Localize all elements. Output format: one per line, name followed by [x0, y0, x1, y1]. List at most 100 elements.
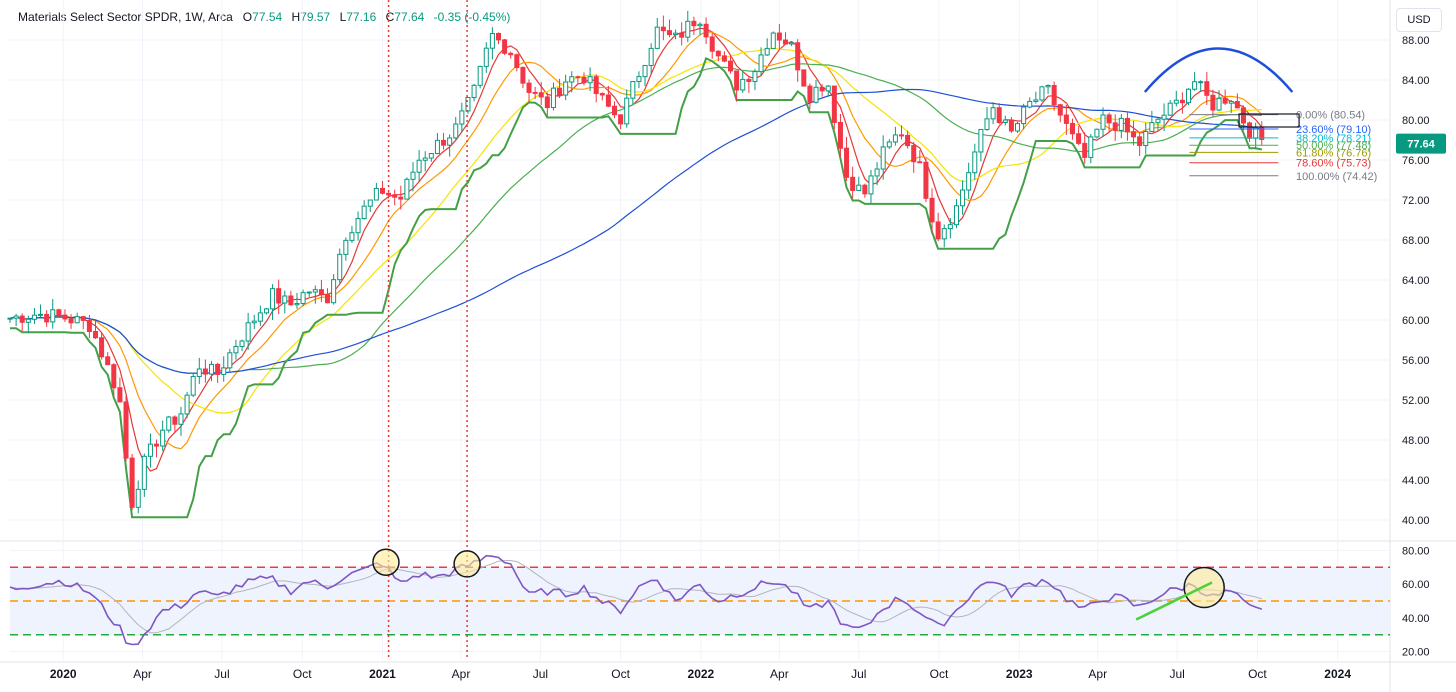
last-price-label: 77.64 [1407, 139, 1435, 151]
candle-body [581, 76, 587, 84]
chart-legend: Materials Select Sector SPDR, 1W, Arca O… [18, 10, 511, 24]
candle-body [1124, 117, 1130, 133]
candle-body [50, 309, 56, 323]
candle-body [1069, 122, 1075, 135]
time-tick-label: Jul [214, 667, 229, 681]
time-tick-label: Apr [452, 667, 471, 681]
candle-body [624, 97, 630, 125]
candle-body [208, 363, 215, 375]
candle-body [520, 67, 526, 84]
last-price-tag [1396, 133, 1446, 154]
change-value: -0.35 (-0.45%) [433, 10, 511, 24]
candle-body [642, 64, 648, 78]
candle-body [489, 32, 495, 49]
open-value: 77.54 [252, 10, 283, 24]
candle-body [202, 368, 208, 375]
candle-body [1088, 136, 1094, 158]
rsi-tick-label: 20.00 [1402, 647, 1430, 659]
candle-body [306, 291, 312, 294]
candle-body [294, 303, 300, 306]
candle-body [147, 443, 153, 457]
candle-body [1045, 84, 1051, 88]
candle-body [1002, 119, 1008, 124]
candle-body [38, 313, 44, 316]
candle-body [587, 76, 593, 84]
candle-body [276, 288, 282, 304]
candle-body [599, 93, 605, 96]
candle-body [86, 319, 92, 333]
candle-body [465, 97, 471, 112]
candle-body [880, 146, 886, 170]
candle-body [1161, 114, 1167, 120]
candle-body [898, 134, 905, 137]
candle-body [1112, 122, 1118, 131]
symbol-name: Materials Select Sector SPDR [18, 10, 179, 24]
candle-body [575, 76, 581, 79]
candle-body [459, 110, 465, 125]
support-band-line [10, 57, 1262, 519]
candle-body [166, 416, 172, 431]
candle-body [447, 137, 453, 146]
candle-body [532, 91, 538, 94]
candle-body [1021, 106, 1027, 125]
candle-body [1198, 81, 1204, 84]
candle-body [62, 314, 68, 320]
candle-body [1167, 102, 1173, 116]
price-tick-label: 44.00 [1402, 475, 1430, 487]
price-tick-label: 76.00 [1402, 155, 1430, 167]
candle-body [563, 81, 569, 96]
high-label: H [291, 10, 301, 24]
candle-body [966, 172, 972, 191]
candle-body [905, 134, 911, 147]
close-value: 77.64 [394, 10, 425, 24]
low-label: L [339, 10, 347, 24]
currency-button[interactable]: USD [1396, 8, 1442, 32]
candle-body [1100, 114, 1106, 130]
candle-body [190, 376, 196, 396]
candle-body [1039, 86, 1045, 101]
candle-body [441, 139, 447, 146]
candle-body [154, 443, 160, 447]
candle-body [13, 315, 19, 319]
low-value: 77.16 [346, 10, 377, 24]
candle-body [917, 161, 923, 164]
candle-body [874, 168, 880, 177]
time-tick-label: 2022 [688, 667, 715, 681]
candle-body [318, 289, 324, 296]
candle-body [477, 65, 483, 86]
time-tick-label: 2020 [50, 667, 77, 681]
candle-body [953, 205, 959, 226]
candle-body [935, 221, 941, 240]
candle-body [44, 313, 50, 323]
candle-body [1210, 94, 1216, 111]
candle-body [172, 416, 178, 425]
candle-body [1063, 114, 1069, 124]
rsi-pane [9, 548, 1263, 646]
candle-body [819, 86, 825, 92]
time-tick-label: 2021 [369, 667, 396, 681]
candle-body [312, 289, 318, 293]
time-tick-label: Oct [1248, 667, 1267, 681]
fib-level-label: 0.00% (80.54) [1296, 110, 1365, 122]
rsi-trendline [1135, 581, 1213, 621]
rsi-tick-label: 60.00 [1402, 579, 1430, 591]
close-label: C [385, 10, 395, 24]
candle-body [557, 87, 563, 96]
candle-body [123, 401, 129, 459]
rsi-tick-label: 80.00 [1402, 545, 1430, 557]
candle-body [734, 70, 740, 91]
candle-body [495, 32, 502, 41]
candle-body [92, 331, 98, 339]
moving-averages [9, 27, 1263, 519]
candle-body [355, 218, 361, 234]
candle-body [325, 294, 331, 304]
candle-body [282, 295, 288, 304]
candle-body [428, 152, 434, 159]
candle-body [685, 20, 691, 38]
candle-body [990, 107, 996, 120]
candle-body [251, 320, 257, 324]
highlight-circle [372, 548, 400, 576]
rounding-top-arc [1143, 47, 1294, 93]
time-tick-label: Jul [533, 667, 548, 681]
